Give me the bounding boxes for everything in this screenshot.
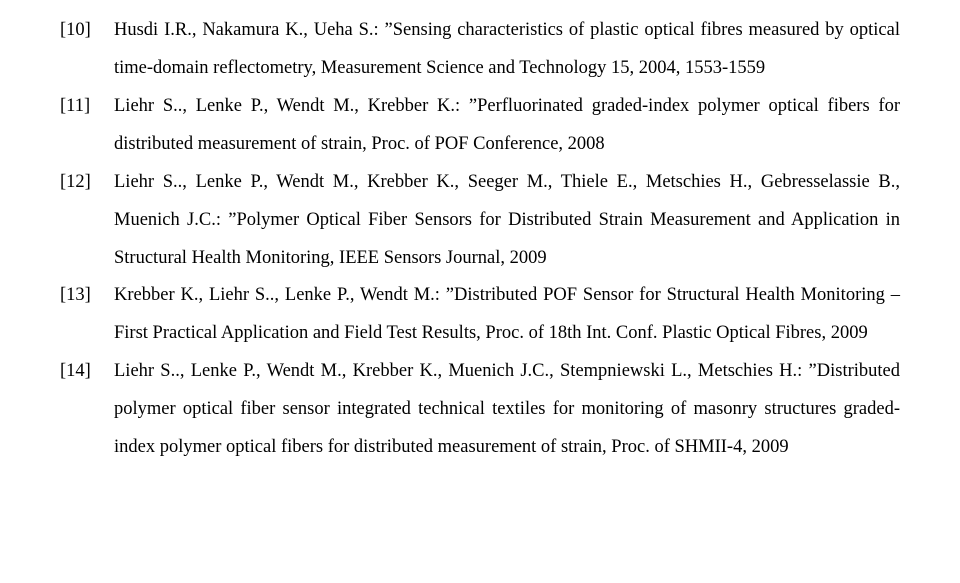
reference-entry: [10] Husdi I.R., Nakamura K., Ueha S.: ”… bbox=[60, 12, 900, 88]
reference-text: Liehr S.., Lenke P., Wendt M., Krebber K… bbox=[114, 164, 900, 278]
reference-entry: [12] Liehr S.., Lenke P., Wendt M., Kreb… bbox=[60, 164, 900, 278]
reference-text: Husdi I.R., Nakamura K., Ueha S.: ”Sensi… bbox=[114, 12, 900, 88]
reference-entry: [14] Liehr S.., Lenke P., Wendt M., Kreb… bbox=[60, 353, 900, 467]
reference-label: [14] bbox=[60, 353, 114, 391]
reference-label: [12] bbox=[60, 164, 114, 202]
reference-entry: [11] Liehr S.., Lenke P., Wendt M., Kreb… bbox=[60, 88, 900, 164]
reference-text: Liehr S.., Lenke P., Wendt M., Krebber K… bbox=[114, 88, 900, 164]
reference-label: [11] bbox=[60, 88, 114, 126]
reference-entry: [13] Krebber K., Liehr S.., Lenke P., We… bbox=[60, 277, 900, 353]
reference-label: [10] bbox=[60, 12, 114, 50]
reference-text: Krebber K., Liehr S.., Lenke P., Wendt M… bbox=[114, 277, 900, 353]
reference-label: [13] bbox=[60, 277, 114, 315]
reference-text: Liehr S.., Lenke P., Wendt M., Krebber K… bbox=[114, 353, 900, 467]
page: [10] Husdi I.R., Nakamura K., Ueha S.: ”… bbox=[0, 0, 960, 467]
